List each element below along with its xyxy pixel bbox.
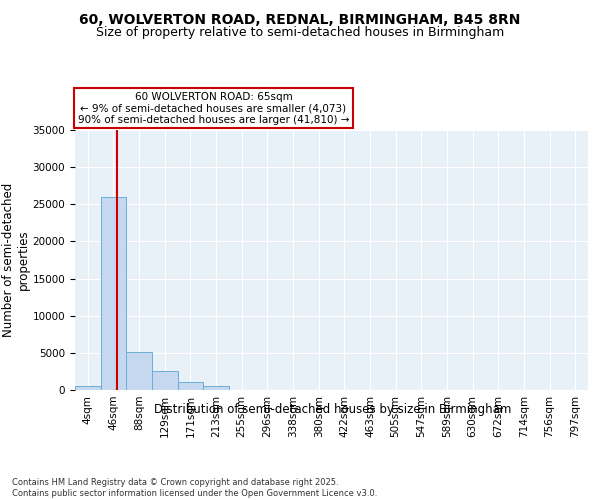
Bar xyxy=(101,197,127,390)
Text: Distribution of semi-detached houses by size in Birmingham: Distribution of semi-detached houses by … xyxy=(154,402,512,415)
Bar xyxy=(152,370,178,390)
Bar xyxy=(127,352,152,390)
Text: 60 WOLVERTON ROAD: 65sqm
← 9% of semi-detached houses are smaller (4,073)
90% of: 60 WOLVERTON ROAD: 65sqm ← 9% of semi-de… xyxy=(78,92,349,125)
Y-axis label: Number of semi-detached
properties: Number of semi-detached properties xyxy=(2,183,30,337)
Bar xyxy=(203,386,229,390)
Bar xyxy=(178,382,203,390)
Bar xyxy=(75,386,101,390)
Text: 60, WOLVERTON ROAD, REDNAL, BIRMINGHAM, B45 8RN: 60, WOLVERTON ROAD, REDNAL, BIRMINGHAM, … xyxy=(79,12,521,26)
Text: Contains HM Land Registry data © Crown copyright and database right 2025.
Contai: Contains HM Land Registry data © Crown c… xyxy=(12,478,377,498)
Text: Size of property relative to semi-detached houses in Birmingham: Size of property relative to semi-detach… xyxy=(96,26,504,39)
